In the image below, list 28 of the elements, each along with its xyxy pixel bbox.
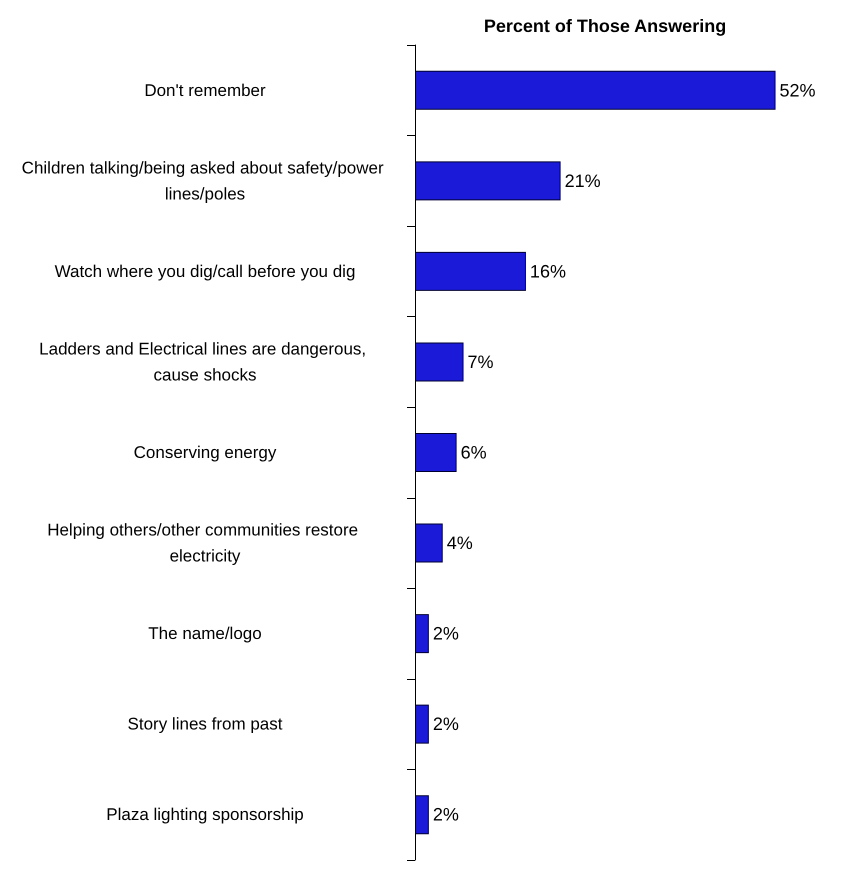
y-tick-label: Watch where you dig/call before you dig bbox=[54, 262, 356, 281]
data-label: 2% bbox=[432, 624, 459, 644]
bar bbox=[415, 614, 429, 654]
bar bbox=[415, 70, 776, 110]
y-tick-label: Children talking/being asked about safety/power lines/poles bbox=[22, 158, 388, 204]
y-tick-label: Story lines from past bbox=[128, 714, 283, 734]
data-label: 4% bbox=[446, 533, 473, 554]
data-label: 52% bbox=[780, 80, 816, 100]
data-label: 6% bbox=[460, 442, 487, 462]
y-tick-label: Plaza lighting sponsorship bbox=[106, 805, 304, 824]
bar bbox=[415, 342, 464, 382]
y-tick-label: Ladders and Electrical lines are dangerous, cause shocks bbox=[39, 339, 371, 384]
data-label: 2% bbox=[432, 714, 459, 734]
data-label: 16% bbox=[530, 261, 566, 282]
y-tick-label: The name/logo bbox=[148, 624, 262, 644]
bar bbox=[415, 704, 429, 744]
data-label: 2% bbox=[432, 804, 459, 825]
bar bbox=[415, 524, 443, 563]
data-label: 21% bbox=[564, 170, 601, 191]
bar bbox=[415, 433, 457, 472]
bar bbox=[415, 795, 429, 834]
y-tick-label: Conserving energy bbox=[134, 443, 277, 462]
data-label: 7% bbox=[468, 352, 494, 372]
y-tick-label: Helping others/other communities restore electricity bbox=[47, 520, 363, 566]
bar bbox=[415, 252, 526, 291]
chart-title: Percent of Those Answering bbox=[484, 16, 726, 36]
bar bbox=[415, 161, 561, 200]
y-tick-label: Don't remember bbox=[144, 80, 266, 100]
